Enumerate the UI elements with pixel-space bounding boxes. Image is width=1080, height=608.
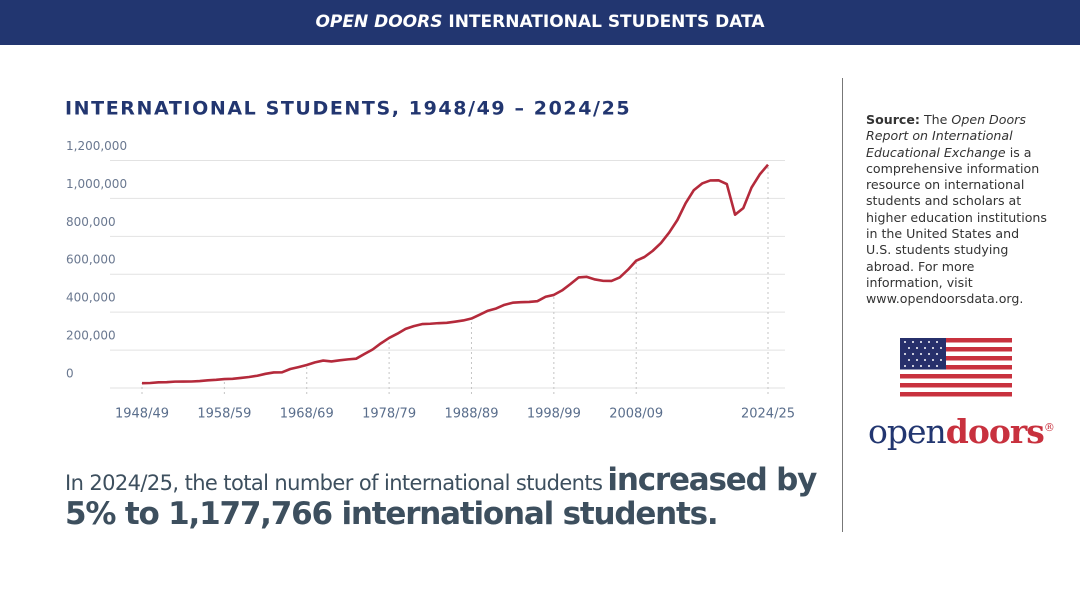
logo-open: open — [868, 412, 947, 451]
source-text: The — [923, 112, 948, 127]
logo: opendoors® — [868, 412, 1055, 451]
source-note: Source: The Open Doors Report on Interna… — [866, 112, 1048, 308]
x-tick-label: 2024/25 — [741, 407, 795, 422]
logo-mark: ® — [1043, 421, 1055, 434]
y-tick-label: 600,000 — [66, 253, 116, 267]
y-tick-label: 0 — [66, 367, 74, 381]
data-line — [141, 163, 769, 385]
chart: INTERNATIONAL STUDENTS, 1948/49 – 2024/2… — [65, 98, 795, 422]
header-title: INTERNATIONAL STUDENTS DATA — [448, 12, 765, 32]
source-text: is a comprehensive information resource … — [866, 144, 1047, 307]
header-title-italic: OPEN DOORS — [315, 12, 443, 32]
x-tick-label: 1948/49 — [115, 407, 169, 422]
statement-highlight: 5% to 1,177,766 international students. — [65, 496, 719, 532]
x-tick-label: 1958/59 — [197, 407, 251, 422]
x-tick-label: 1988/89 — [444, 407, 498, 422]
y-tick-label: 200,000 — [66, 329, 116, 343]
statement: In 2024/25, the total number of internat… — [65, 462, 817, 532]
y-tick-label: 1,200,000 — [66, 139, 127, 153]
x-tick-label: 2008/09 — [609, 407, 663, 422]
source-italic: Open Doors Report on International Educa… — [866, 112, 1026, 160]
y-tick-label: 1,000,000 — [66, 177, 127, 191]
x-tick-label: 1968/69 — [280, 407, 334, 422]
chart-title: INTERNATIONAL STUDENTS, 1948/49 – 2024/2… — [65, 98, 631, 120]
x-tick-label: 1978/79 — [362, 407, 416, 422]
us-flag — [900, 338, 1012, 397]
statement-lead: In 2024/25, the total number of internat… — [65, 471, 603, 495]
x-tick-label: 1998/99 — [527, 407, 581, 422]
divider — [842, 78, 843, 532]
y-tick-label: 800,000 — [66, 215, 116, 229]
y-tick-label: 400,000 — [66, 291, 116, 305]
logo-doors: doors — [945, 412, 1045, 451]
statement-highlight: increased by — [607, 462, 817, 498]
source-label: Source: — [866, 112, 920, 127]
header: OPEN DOORS INTERNATIONAL STUDENTS DATA — [0, 0, 1080, 45]
